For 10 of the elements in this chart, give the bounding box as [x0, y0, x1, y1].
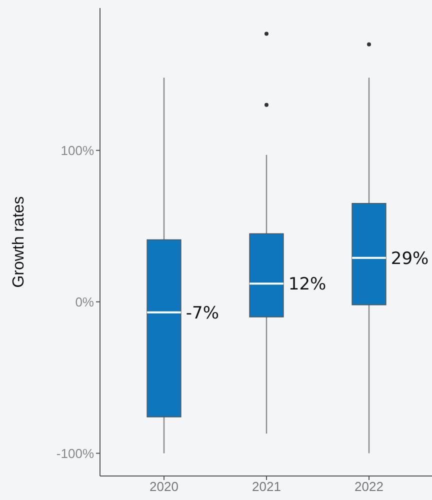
y-axis-title: Growth rates — [10, 196, 28, 288]
text: 29% — [390, 248, 429, 269]
y-tick-label: -100% — [56, 446, 94, 461]
text: 12% — [288, 274, 326, 295]
x-tick-label: 2020 — [150, 479, 178, 494]
y-tick-label: 100% — [60, 142, 94, 158]
text: -7% — [186, 303, 220, 324]
y-tick-label: 0% — [75, 294, 94, 310]
x-tick-label: 2021 — [252, 479, 281, 494]
x-tick-label: 2022 — [354, 479, 384, 494]
